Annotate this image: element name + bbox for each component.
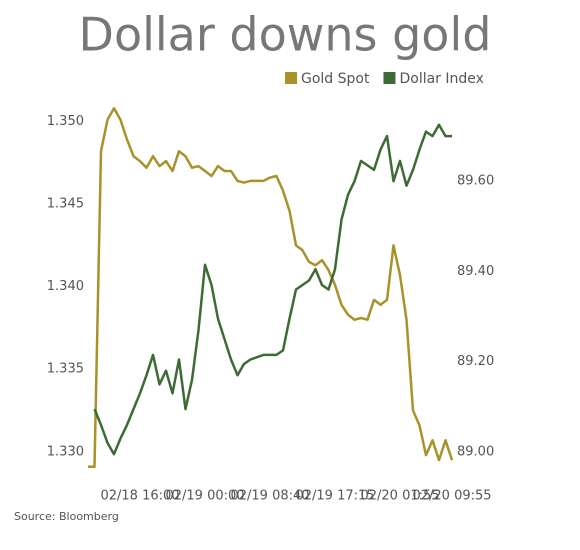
x-tick-label: 02/19 08:40: [230, 489, 309, 504]
y-tick-label: 1.330: [47, 444, 84, 459]
legend-swatch: [383, 72, 396, 84]
chart-title: Dollar downs gold: [79, 8, 492, 62]
y2-tick-label: 89.00: [457, 444, 494, 459]
legend-label: Gold Spot: [301, 71, 370, 87]
line-series: [93, 123, 452, 456]
y-tick-label: 1.350: [47, 114, 84, 129]
legend-swatch: [285, 72, 297, 84]
legend-label: Dollar Index: [399, 71, 483, 87]
y2-tick-label: 89.20: [457, 354, 494, 369]
y-tick-label: 1.335: [47, 362, 84, 377]
x-tick-label: 02/19 00:00: [165, 489, 244, 504]
source: Source: Bloomberg: [14, 510, 119, 523]
y2-tick-label: 89.60: [457, 174, 494, 189]
x-tick-label: 02/20 01:55: [360, 489, 439, 504]
y-tick-label: 1.340: [47, 279, 84, 294]
line-series: [88, 107, 454, 468]
y2-tick-label: 89.40: [457, 264, 494, 279]
x-tick-label: 02/18 16:00: [100, 489, 179, 504]
y-tick-label: 1.345: [47, 197, 84, 212]
x-tick-label: 02/19 17:15: [295, 489, 374, 504]
x-tick-label: 02/20 09:55: [412, 489, 491, 504]
